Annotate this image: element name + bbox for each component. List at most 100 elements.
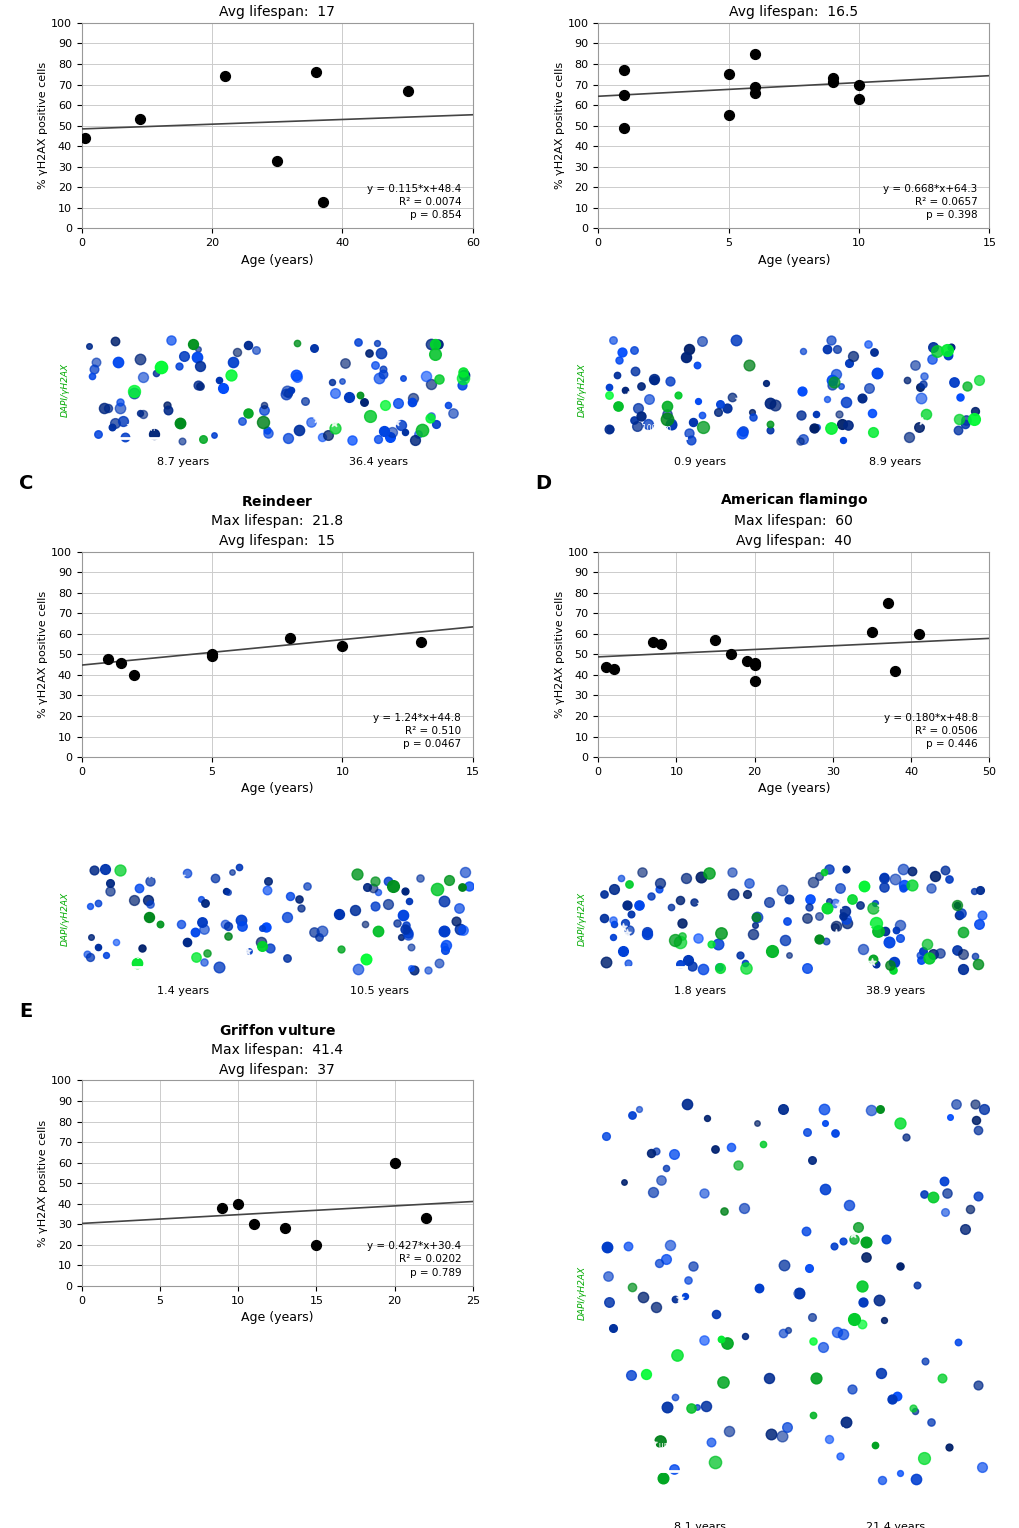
Point [855,874,871,898]
Text: 21.4 years: 21.4 years [865,1522,924,1528]
Point [689,388,705,413]
Point [219,923,235,947]
Point [386,1151,403,1175]
Point [356,912,372,937]
Point [97,857,113,882]
Point [858,915,874,940]
Point [819,889,836,914]
Point [719,63,736,87]
Point [949,1329,965,1354]
Point [706,1137,722,1161]
Point [346,898,363,923]
Point [384,874,400,898]
Point [444,400,461,425]
Point [327,416,343,440]
Point [838,856,854,880]
Point [879,929,896,953]
Point [192,354,208,379]
Point [400,889,417,914]
Text: 0.9 years: 0.9 years [674,457,726,466]
Point [350,957,366,981]
Point [854,937,870,961]
Point [613,940,630,964]
Point [435,889,451,914]
Point [451,917,468,941]
Point [671,952,687,976]
Point [797,1218,813,1242]
Point [709,932,726,957]
Point [624,1274,640,1299]
Point [680,336,696,361]
Point [146,422,162,446]
Point [891,926,907,950]
Point [453,373,470,397]
Point [374,361,390,385]
Point [945,370,961,394]
Point [757,370,773,394]
Point [311,924,327,949]
Point [818,387,835,411]
Point [204,645,220,669]
Point [867,952,883,976]
Point [968,1117,984,1141]
Point [966,1091,982,1115]
Point [706,1450,722,1475]
Point [891,1254,907,1279]
Point [818,338,835,362]
X-axis label: Age (years): Age (years) [757,254,829,266]
Point [700,860,716,885]
Point [666,927,683,952]
Point [405,387,421,411]
Point [875,876,892,900]
Point [892,1111,908,1135]
Point [112,390,128,414]
Point [453,876,470,900]
Point [383,419,399,443]
Point [637,1361,653,1386]
Point [315,189,331,214]
Point [944,946,960,970]
Point [125,663,142,688]
Point [306,336,322,361]
Point [808,416,824,440]
Point [131,876,148,900]
Point [676,1284,692,1308]
Point [838,911,854,935]
Point [309,406,325,431]
Point [336,351,353,376]
Point [906,1400,922,1424]
Point [348,862,365,886]
Point [834,1420,850,1444]
Point [900,425,916,449]
Point [369,918,385,943]
Point [823,373,840,397]
Point [259,420,275,445]
Point [898,367,914,391]
Point [924,941,941,966]
Point [427,411,443,435]
Point [957,408,973,432]
Point [722,642,739,666]
Point [731,943,747,967]
Point [832,1444,848,1468]
Point [745,405,761,429]
Point [712,1326,729,1351]
Point [746,669,762,694]
Point [117,425,133,449]
Point [427,332,443,356]
Point [661,1232,678,1256]
Point [457,859,473,883]
Point [652,633,668,657]
Point [633,403,649,428]
Point [631,950,647,975]
Point [405,958,421,983]
Point [650,877,666,902]
Point [375,356,391,380]
Point [692,865,708,889]
Point [398,918,415,943]
Point [738,957,754,981]
Point [723,859,740,883]
Point [869,918,886,943]
Point [396,879,413,903]
Point [952,900,968,924]
